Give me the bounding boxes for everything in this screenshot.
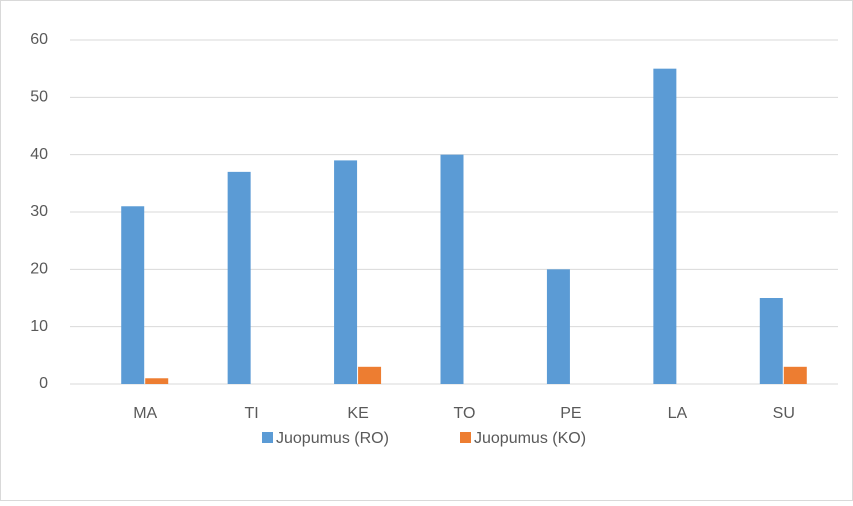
y-tick-label: 40 bbox=[30, 146, 48, 163]
y-tick-label: 60 bbox=[30, 31, 48, 48]
bar bbox=[121, 206, 145, 384]
bar bbox=[783, 366, 807, 384]
legend-label: Juopumus (KO) bbox=[474, 430, 586, 447]
x-tick-label: TI bbox=[245, 405, 259, 422]
x-tick-label: TO bbox=[454, 405, 476, 422]
x-tick-label: PE bbox=[560, 405, 581, 422]
x-tick-label: SU bbox=[773, 405, 795, 422]
legend-label: Juopumus (RO) bbox=[276, 430, 389, 447]
x-tick-label: LA bbox=[668, 405, 688, 422]
y-tick-label: 10 bbox=[30, 318, 48, 335]
x-tick-label: KE bbox=[347, 405, 368, 422]
bar bbox=[358, 366, 382, 384]
bar bbox=[145, 378, 169, 384]
y-tick-label: 20 bbox=[30, 261, 48, 278]
y-tick-label: 50 bbox=[30, 89, 48, 106]
bar bbox=[653, 68, 677, 385]
bar bbox=[546, 269, 570, 384]
legend-swatch bbox=[262, 432, 273, 443]
bar bbox=[759, 298, 783, 384]
x-tick-label: MA bbox=[133, 405, 157, 422]
bar bbox=[227, 171, 251, 384]
bar bbox=[334, 160, 358, 384]
y-tick-label: 0 bbox=[39, 375, 48, 392]
legend-swatch bbox=[460, 432, 471, 443]
bar bbox=[440, 154, 464, 384]
y-tick-label: 30 bbox=[30, 203, 48, 220]
